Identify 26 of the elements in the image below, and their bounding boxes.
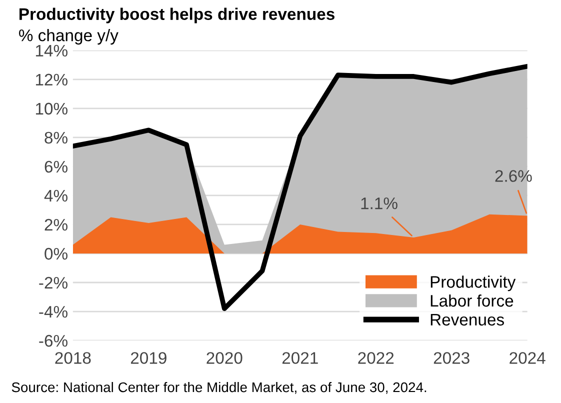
x-tick-label: 2021 xyxy=(282,352,318,364)
y-tick-label: 0% xyxy=(44,248,68,260)
y-tick-label: 8% xyxy=(44,132,68,144)
x-tick-label: 2022 xyxy=(358,352,394,364)
chart-title: Productivity boost helps drive revenues xyxy=(20,8,334,24)
x-tick-label: 2019 xyxy=(130,352,166,364)
y-tick-label: 10% xyxy=(36,102,68,115)
y-tick-label: 2% xyxy=(44,218,68,231)
y-tick-label: 6% xyxy=(44,160,68,173)
y-axis-title: % change y/y xyxy=(18,29,118,45)
x-tick-label: 2024 xyxy=(510,352,546,364)
source-note: Source: National Center for the Middle Market, as of June 30, 2024. xyxy=(12,382,426,394)
x-tick-label: 2020 xyxy=(206,352,242,364)
y-tick-label: 14% xyxy=(36,44,68,57)
y-tick-label: 12% xyxy=(36,74,68,86)
y-tick-label: -4% xyxy=(39,306,68,318)
legend-label: Revenues xyxy=(430,314,504,326)
annotation: 2.6% xyxy=(495,170,532,182)
x-tick-label: 2018 xyxy=(55,352,91,364)
y-tick-label: -2% xyxy=(39,276,68,289)
x-tick-label: 2023 xyxy=(434,352,470,364)
legend-label: Productivity xyxy=(430,276,516,292)
legend-label: Labor force xyxy=(430,294,514,307)
annotation: 1.1% xyxy=(361,198,398,210)
y-tick-label: 4% xyxy=(44,190,68,202)
y-tick-label: -6% xyxy=(39,334,68,347)
